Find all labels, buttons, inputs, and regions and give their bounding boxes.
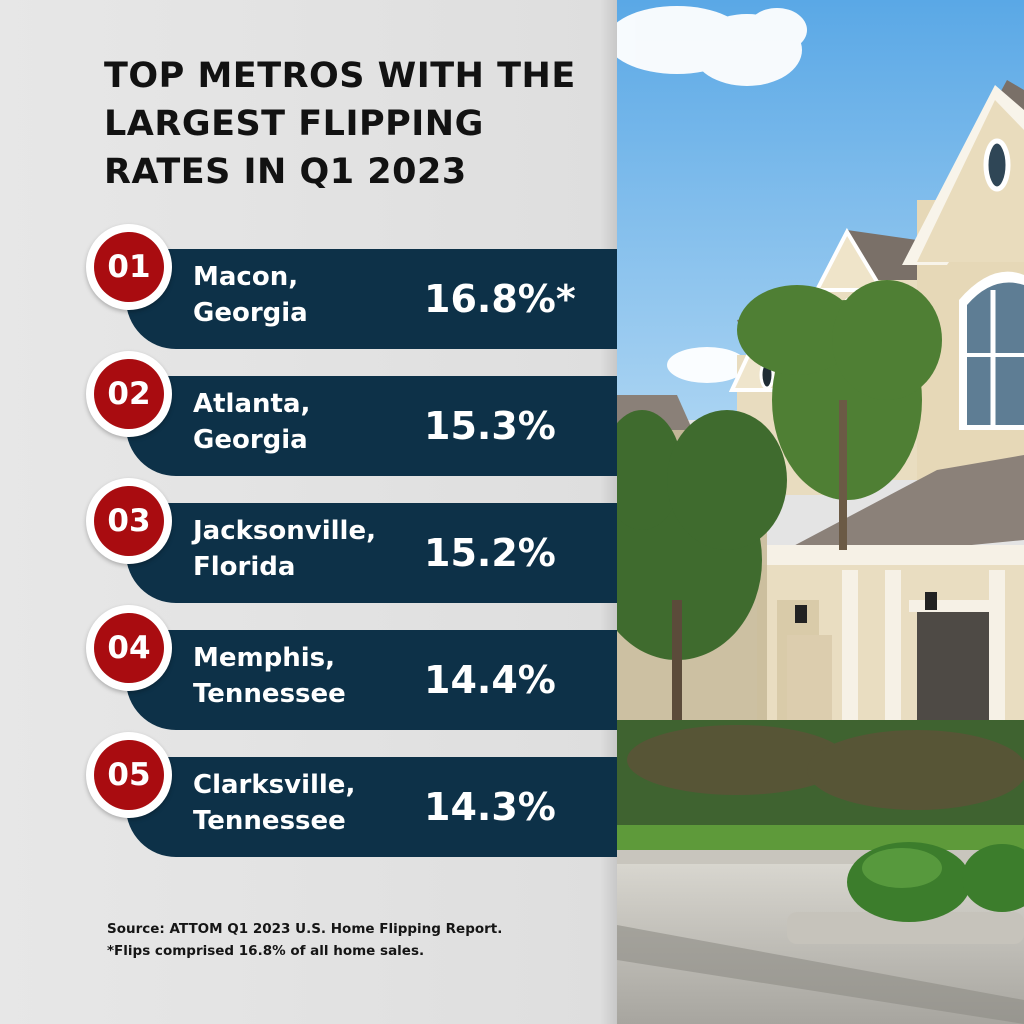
- metro-name: Atlanta, Georgia: [193, 386, 423, 458]
- metro-row-1: 01 Macon, Georgia 16.8%*: [86, 224, 617, 349]
- rank-badge: 02: [86, 351, 172, 437]
- metro-bar: [126, 503, 617, 603]
- metro-row-3: 03 Jacksonville, Florida 15.2%: [86, 478, 617, 603]
- metro-bar: [126, 376, 617, 476]
- rank-number: 04: [94, 613, 164, 683]
- metro-bar: [126, 757, 617, 857]
- title-line-2: LARGEST FLIPPING: [104, 104, 484, 144]
- house-photo: [617, 0, 1024, 1024]
- metro-row-5: 05 Clarksville, Tennessee 14.3%: [86, 732, 617, 857]
- rank-badge: 05: [86, 732, 172, 818]
- metro-state: Georgia: [193, 425, 308, 455]
- flipping-rate: 14.3%: [424, 785, 556, 829]
- metro-row-4: 04 Memphis, Tennessee 14.4%: [86, 605, 617, 730]
- metro-bar: [126, 249, 617, 349]
- rank-number: 01: [94, 232, 164, 302]
- metro-state: Georgia: [193, 298, 308, 328]
- metro-state: Florida: [193, 552, 296, 582]
- page-title: TOP METROS WITH THE LARGEST FLIPPING RAT…: [104, 52, 604, 196]
- rank-number: 03: [94, 486, 164, 556]
- flipping-rate: 15.2%: [424, 531, 556, 575]
- metro-city: Macon,: [193, 262, 299, 292]
- title-line-3: RATES IN Q1 2023: [104, 152, 467, 192]
- rank-badge: 04: [86, 605, 172, 691]
- title-line-1: TOP METROS WITH THE: [104, 56, 576, 96]
- metro-name: Clarksville, Tennessee: [193, 767, 423, 839]
- source-line: Source: ATTOM Q1 2023 U.S. Home Flipping…: [107, 921, 503, 937]
- flipping-rate: 15.3%: [424, 404, 556, 448]
- flipping-rate: 14.4%: [424, 658, 556, 702]
- rank-badge: 03: [86, 478, 172, 564]
- metro-name: Macon, Georgia: [193, 259, 423, 331]
- footnote-line: *Flips comprised 16.8% of all home sales…: [107, 943, 425, 959]
- rank-badge: 01: [86, 224, 172, 310]
- rank-number: 02: [94, 359, 164, 429]
- metro-row-2: 02 Atlanta, Georgia 15.3%: [86, 351, 617, 476]
- flipping-rate: 16.8%*: [424, 277, 576, 321]
- metro-state: Tennessee: [193, 806, 346, 836]
- metro-name: Jacksonville, Florida: [193, 513, 423, 585]
- metro-city: Clarksville,: [193, 770, 356, 800]
- metro-city: Memphis,: [193, 643, 335, 673]
- house-illustration: [617, 0, 1024, 1024]
- rank-number: 05: [94, 740, 164, 810]
- metro-name: Memphis, Tennessee: [193, 640, 423, 712]
- metro-city: Jacksonville,: [193, 516, 376, 546]
- metro-bar: [126, 630, 617, 730]
- metro-state: Tennessee: [193, 679, 346, 709]
- source-note: Source: ATTOM Q1 2023 U.S. Home Flipping…: [107, 918, 502, 962]
- metro-city: Atlanta,: [193, 389, 311, 419]
